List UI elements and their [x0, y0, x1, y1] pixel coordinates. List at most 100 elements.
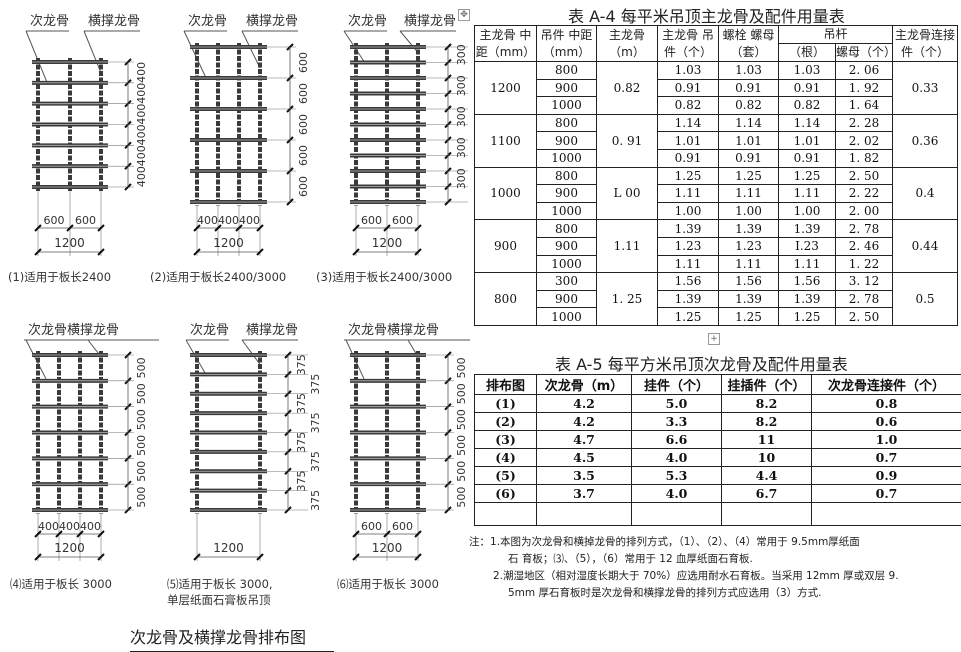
cell-main-hanger: 1.39	[658, 220, 719, 238]
diagram-caption: 单层纸面石膏板吊顶	[167, 593, 271, 607]
cell-hanger-spacing: 900	[537, 79, 597, 97]
header-main-spacing: 主龙骨 中距（mm）	[475, 26, 537, 62]
dimension-label: 400	[80, 520, 101, 533]
table-cell: 4.0	[632, 485, 722, 503]
table-move-handle-icon[interactable]: ✥	[458, 9, 470, 21]
table-cell	[475, 503, 537, 526]
table-cell: (2)	[475, 413, 537, 431]
cross-brace-keel-label: 横撑龙骨	[246, 14, 298, 29]
cell-bolt-nut: 1.01	[719, 132, 779, 150]
table-cell: 6.6	[632, 431, 722, 449]
cell-main-keel: 1.11	[597, 220, 658, 273]
secondary-keel-label: 次龙骨横撑龙骨	[348, 322, 439, 338]
cell-hanger-spacing: 800	[537, 220, 597, 238]
cell-hanger-spacing: 900	[537, 237, 597, 255]
cell-bolt-nut: 1.39	[719, 290, 779, 308]
cell-rod-count: 1.56	[779, 273, 836, 291]
cell-bolt-nut: 1.03	[719, 62, 779, 80]
dimension-label: 400	[135, 62, 148, 83]
dimension-label: 500	[455, 383, 468, 404]
table-cell: (4)	[475, 449, 537, 467]
dimension-label: 300	[455, 168, 468, 189]
table-a4-title: 表 A-4 每平米吊顶主龙骨及配件用量表	[568, 3, 845, 27]
cell-rod-nut: 1. 82	[836, 149, 893, 167]
cell-main-keel: 0. 91	[597, 114, 658, 167]
leader-line	[84, 31, 101, 73]
dimension-label: 500	[455, 487, 468, 508]
header-hanger-spacing: 吊件 中距（mm）	[537, 26, 597, 62]
cross-brace-keel-label: 横撑龙骨	[404, 14, 456, 29]
dimension-label: 300	[469, 184, 470, 205]
cell-rod-count: 1.00	[779, 202, 836, 220]
cell-rod-count: 0.91	[779, 79, 836, 97]
note-line-4: 5mm 厚石育板时是次龙骨和横撑龙骨的排列方式应选用（3）方式.	[508, 585, 822, 600]
header-main-keel: 主龙骨（m）	[597, 26, 658, 62]
cell-rod-count: 1.14	[779, 114, 836, 132]
cell-main-hanger: 1.25	[658, 308, 719, 326]
cell-bolt-nut: 1.23	[719, 237, 779, 255]
cell-rod-nut: 2. 50	[836, 167, 893, 185]
cell-main-keel: 1. 25	[597, 273, 658, 326]
secondary-keel-label: 次龙骨	[188, 13, 227, 29]
table-cell: 0.6	[812, 413, 961, 431]
cell-rod-nut: 1. 92	[836, 79, 893, 97]
dimension-label: 300	[469, 153, 470, 174]
header-cell: 次龙骨（m）	[537, 375, 632, 395]
table-cell: (5)	[475, 467, 537, 485]
dimension-label: 400	[135, 83, 148, 104]
cell-main-spacing: 1000	[475, 167, 537, 220]
cell-rod-nut: 1. 22	[836, 255, 893, 273]
dimension-label: 300	[469, 122, 470, 143]
cell-rod-nut: 2. 78	[836, 220, 893, 238]
cell-bolt-nut: 1.11	[719, 255, 779, 273]
dimension-label: 400	[135, 104, 148, 125]
dimension-label: 600	[297, 52, 310, 73]
note-line-3: 2.潮湿地区（相对湿度长期大于 70%）应选用耐水石育板。当采用 12mm 厚或…	[493, 568, 899, 583]
cell-rod-count: 1.03	[779, 62, 836, 80]
cell-hanger-spacing: 900	[537, 132, 597, 150]
table-cell: 6.7	[722, 485, 812, 503]
dimension-label: 300	[455, 106, 468, 127]
dimension-label: 400	[135, 145, 148, 166]
cell-main-hanger: 1.01	[658, 132, 719, 150]
note-line-2: 石 育板；⑶、（5），（6）常用于 12 血厚纸面石育板.	[508, 551, 753, 566]
diagram-caption: ⑸适用于板长 3000,	[167, 577, 273, 591]
dimension-label: 600	[75, 214, 96, 227]
cell-bolt-nut: 0.91	[719, 149, 779, 167]
cell-connector: 0.4	[893, 167, 958, 220]
table-cell: 4.7	[537, 431, 632, 449]
dimension-label: 400	[197, 214, 218, 227]
cell-hanger-spacing: 1000	[537, 308, 597, 326]
diagram-caption: ⑹适用于板长 3000	[337, 577, 439, 591]
cell-rod-nut: 2. 78	[836, 290, 893, 308]
cell-bolt-nut: 1.25	[719, 308, 779, 326]
cell-rod-nut: 2. 00	[836, 202, 893, 220]
cell-rod-count: 1.25	[779, 167, 836, 185]
table-cell: 11	[722, 431, 812, 449]
table-row	[475, 503, 961, 526]
cell-hanger-spacing: 900	[537, 185, 597, 203]
dimension-label: 500	[455, 435, 468, 456]
add-row-icon[interactable]: +	[708, 333, 720, 345]
cell-hanger-spacing: 1000	[537, 97, 597, 115]
dimension-label: 500	[455, 357, 468, 378]
table-cell: 4.2	[537, 413, 632, 431]
dimension-label: 375	[309, 490, 322, 511]
figure-title: 次龙骨及横撑龙骨排布图	[130, 624, 334, 652]
cell-rod-nut: 2. 50	[836, 308, 893, 326]
total-width-label: 1200	[54, 236, 85, 250]
cell-hanger-spacing: 300	[537, 273, 597, 291]
cell-main-hanger: 1.23	[658, 237, 719, 255]
table-cell: 8.2	[722, 413, 812, 431]
table-cell: 3.3	[632, 413, 722, 431]
